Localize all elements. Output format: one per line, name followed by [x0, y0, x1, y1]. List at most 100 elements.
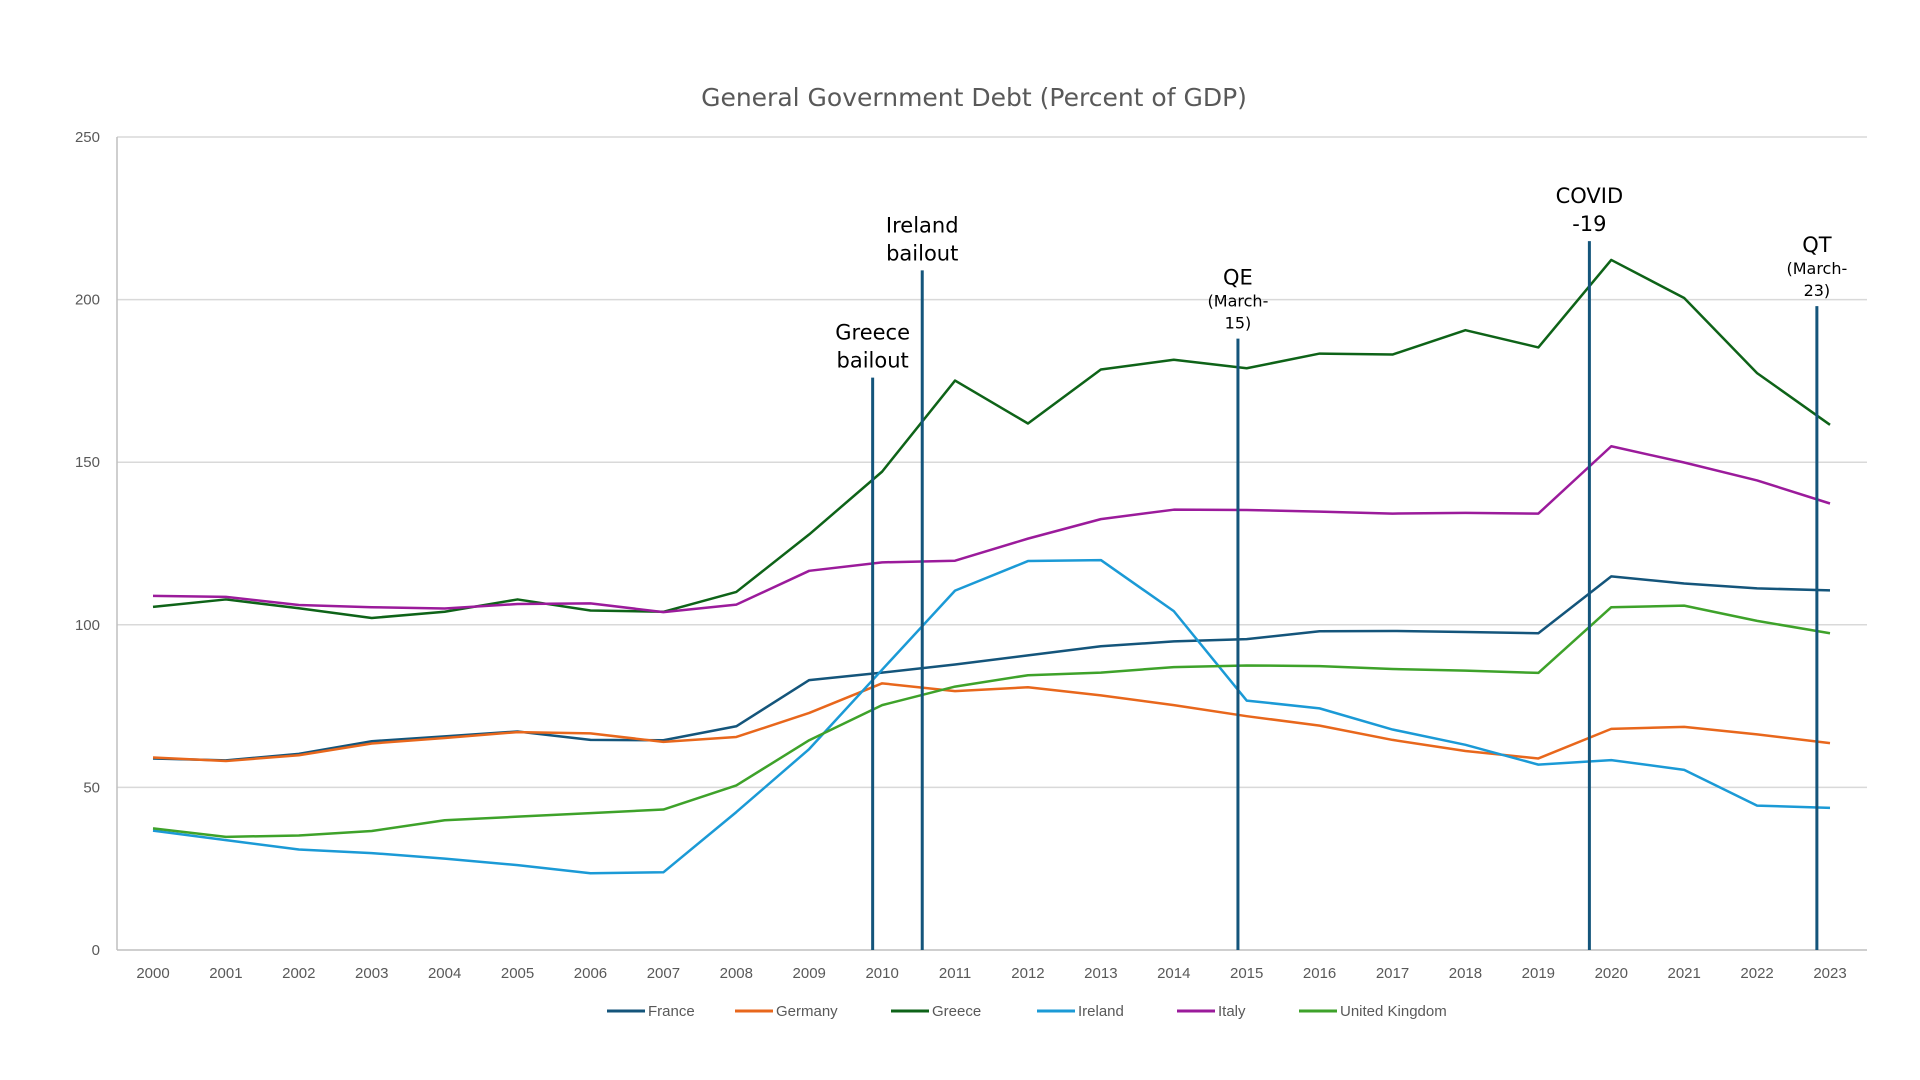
data-point	[1027, 537, 1029, 539]
data-point	[152, 606, 154, 608]
data-point	[1537, 672, 1539, 674]
data-point	[1027, 560, 1029, 562]
data-point	[954, 589, 956, 591]
data-point	[1610, 575, 1612, 577]
series-lines	[152, 258, 1831, 875]
data-point	[516, 731, 518, 733]
data-point	[1464, 750, 1466, 752]
data-point	[443, 607, 445, 609]
data-point	[371, 830, 373, 832]
data-point	[808, 739, 810, 741]
data-point	[152, 595, 154, 597]
data-point	[589, 739, 591, 741]
x-tick-label: 2017	[1376, 965, 1409, 982]
data-point	[443, 819, 445, 821]
data-point	[1756, 804, 1758, 806]
legend-label: United Kingdom	[1340, 1003, 1447, 1020]
data-point	[1756, 479, 1758, 481]
y-tick-label: 250	[75, 129, 100, 146]
data-point	[1391, 512, 1393, 514]
data-point	[1391, 353, 1393, 355]
series-line	[152, 258, 1831, 620]
data-point	[152, 756, 154, 758]
x-tick-label: 2004	[428, 965, 461, 982]
data-point	[662, 611, 664, 613]
data-point	[662, 808, 664, 810]
data-point	[1100, 368, 1102, 370]
legend-item: Italy	[1177, 1003, 1246, 1020]
legend-label: Ireland	[1078, 1003, 1124, 1020]
data-point	[1829, 424, 1831, 426]
data-point	[1027, 422, 1029, 424]
data-point	[954, 663, 956, 665]
data-point	[1683, 582, 1685, 584]
data-point	[1391, 739, 1393, 741]
data-point	[1829, 502, 1831, 504]
data-point	[1610, 445, 1612, 447]
legend-label: Italy	[1218, 1003, 1246, 1020]
series-greece	[152, 258, 1831, 620]
data-point	[225, 836, 227, 838]
series-germany	[152, 682, 1831, 763]
data-point	[1829, 589, 1831, 591]
data-point	[954, 560, 956, 562]
data-point	[808, 748, 810, 750]
data-point	[1318, 665, 1320, 667]
x-tick-label: 2006	[574, 965, 607, 982]
data-point	[1173, 359, 1175, 361]
series-italy	[152, 445, 1831, 614]
data-point	[1756, 733, 1758, 735]
legend-item: Germany	[735, 1003, 838, 1020]
data-point	[1683, 461, 1685, 463]
data-point	[808, 533, 810, 535]
data-point	[298, 834, 300, 836]
data-point	[881, 470, 883, 472]
data-point	[298, 604, 300, 606]
axes	[116, 137, 1867, 951]
data-point	[1245, 664, 1247, 666]
chart-title: General Government Debt (Percent of GDP)	[701, 83, 1247, 112]
x-tick-label: 2000	[136, 965, 169, 982]
data-point	[881, 682, 883, 684]
annotation: 23) (March- QT	[1786, 233, 1847, 950]
data-point	[954, 685, 956, 687]
data-point	[443, 857, 445, 859]
data-point	[808, 679, 810, 681]
x-axis-ticks: 2000 2001 2002 2003 2004 2005 2006 2007 2008 2009…	[136, 965, 1846, 982]
x-tick-label: 2012	[1011, 965, 1044, 982]
data-point	[443, 611, 445, 613]
data-point	[225, 596, 227, 598]
data-point	[298, 607, 300, 609]
data-point	[1391, 728, 1393, 730]
data-point	[1610, 259, 1612, 261]
data-point	[735, 725, 737, 727]
data-point	[1100, 645, 1102, 647]
data-point	[1245, 699, 1247, 701]
data-point	[662, 741, 664, 743]
series-line	[152, 445, 1831, 614]
annotation-label: -19	[1572, 212, 1606, 236]
data-point	[1464, 744, 1466, 746]
data-point	[1610, 759, 1612, 761]
data-point	[1173, 508, 1175, 510]
data-point	[443, 737, 445, 739]
data-point	[662, 871, 664, 873]
data-point	[516, 598, 518, 600]
series-france	[152, 575, 1831, 762]
data-point	[735, 736, 737, 738]
data-point	[1683, 726, 1685, 728]
data-point	[1100, 694, 1102, 696]
x-tick-label: 2013	[1084, 965, 1117, 982]
data-point	[298, 754, 300, 756]
data-point	[1245, 638, 1247, 640]
gridlines	[117, 136, 1867, 789]
data-point	[589, 812, 591, 814]
data-point	[735, 603, 737, 605]
data-point	[1173, 666, 1175, 668]
data-point	[1537, 757, 1539, 759]
data-point	[1391, 630, 1393, 632]
annotation-label: bailout	[837, 349, 909, 373]
data-point	[1610, 606, 1612, 608]
data-point	[1683, 769, 1685, 771]
y-tick-label: 100	[75, 617, 100, 634]
